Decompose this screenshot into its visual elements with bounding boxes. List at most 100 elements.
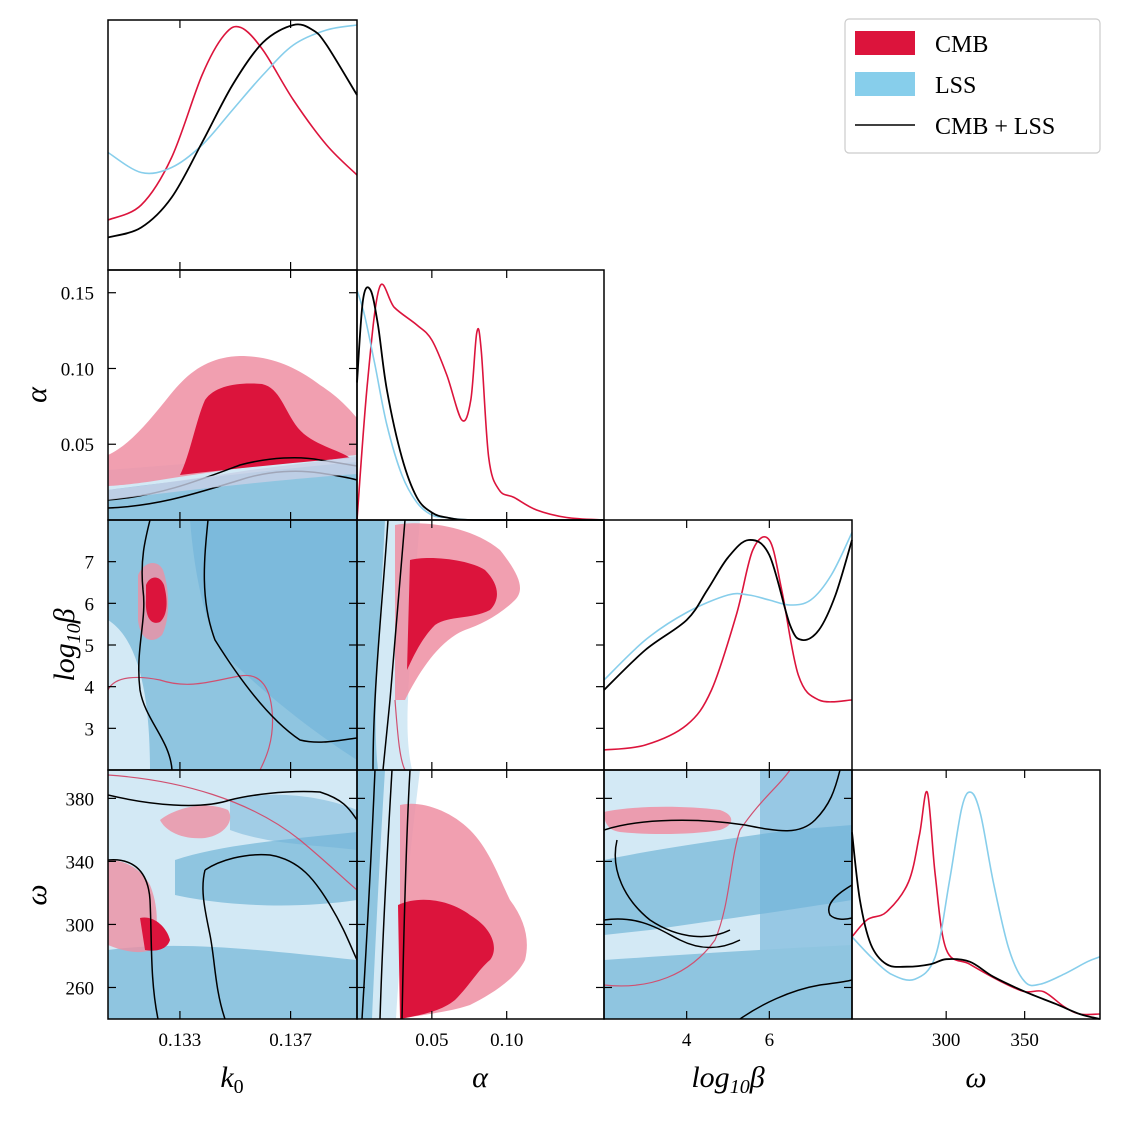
marginal-curve-cmb-lss (356, 286, 605, 522)
panel-k0-beta (108, 520, 357, 770)
y-log10beta-label-sub: 10 (63, 623, 85, 643)
x-tick-label-alpha: 0.10 (490, 1030, 523, 1051)
contour-cmb-inner (140, 917, 170, 951)
marginal-omega (851, 790, 1101, 1020)
marginal-curve-lss (603, 532, 853, 681)
frame-marginal-omega (851, 769, 1101, 1020)
contour-joint-outer (372, 520, 389, 770)
k0-label-base: k (220, 1061, 234, 1094)
contour-joint-corner (828, 884, 852, 920)
legend-label-joint: CMB + LSS (935, 114, 1055, 140)
y-axis-title-log10beta: log10β (48, 608, 85, 681)
y-axis-title-alpha: α (20, 386, 53, 403)
contour-lss-inner-c (230, 794, 357, 850)
marginal-curve-cmb-lss (851, 832, 1101, 1020)
contour-lss-inner-c (604, 945, 852, 1019)
contour-joint-inner-a (108, 859, 159, 1019)
contour-joint-lower (739, 979, 852, 1019)
contour-lss-inner (357, 520, 385, 770)
marginal-curve-cmb-lss (603, 539, 853, 691)
y-tick-label-omega: 260 (66, 978, 95, 999)
marginal-curve-cmb (356, 283, 605, 521)
contour-cmb-inner (398, 899, 494, 1019)
legend-swatch-lss (855, 72, 915, 96)
y-tick-label-alpha: 0.05 (61, 435, 94, 456)
contour-joint-inner (604, 918, 741, 949)
y-tick-label-omega: 300 (66, 915, 95, 936)
contour-joint-outer-a (604, 770, 841, 832)
marginal-curve-cmb (107, 25, 358, 221)
log10beta-label-tail: β (749, 1061, 765, 1094)
contour-joint-inner (382, 520, 406, 770)
y-tick-label-log10beta: 4 (85, 678, 95, 699)
contour-cmb-inner (407, 558, 497, 670)
contour-lss-inner (357, 770, 385, 1019)
k0-label-sub: 0 (234, 1076, 244, 1098)
x-tick-label-omega: 300 (932, 1030, 961, 1051)
y-tick-label-omega: 380 (66, 789, 95, 810)
x-axis-title-omega: ω (965, 1061, 986, 1094)
contour-joint-outer (138, 520, 173, 770)
axis-ticks: 0.133 0.137 0.05 0.10 4 6 300 3500.050.100.1534… (61, 20, 1039, 1051)
y-tick-label-log10beta: 7 (85, 553, 95, 574)
legend-label-cmb: CMB (935, 32, 988, 58)
y-log10beta-label-base: log (48, 643, 81, 681)
contour-cmb-inner-blob (145, 577, 167, 623)
y-log10beta-label-tail: β (48, 608, 81, 624)
y-tick-label-alpha: 0.10 (61, 359, 94, 380)
y-tick-label-alpha: 0.15 (61, 284, 94, 305)
contour-joint-inner-b (401, 770, 411, 1019)
y-tick-label-log10beta: 3 (85, 719, 95, 740)
contour-joint-outer-b (614, 839, 731, 938)
x-axis-title-log10beta: log10β (691, 1061, 764, 1098)
log10beta-label-sub: 10 (730, 1076, 750, 1098)
x-tick-label-alpha: 0.05 (415, 1030, 448, 1051)
log10beta-label-base: log (691, 1061, 729, 1094)
x-tick-label-k0: 0.133 (159, 1030, 202, 1051)
marginal-curve-lss (851, 791, 1101, 987)
x-axis-title-alpha: α (472, 1061, 489, 1094)
contour-joint-outer (361, 770, 376, 1019)
contour-joint-inner (203, 520, 357, 743)
x-tick-label-omega: 350 (1010, 1030, 1039, 1051)
legend-swatch-cmb (855, 31, 915, 55)
contour-cmb-outer-line (394, 699, 406, 770)
marginal-k0 (107, 23, 358, 239)
panel-k0-alpha (108, 356, 357, 520)
contour-cmb-lss-overlap (108, 456, 357, 500)
x-tick-label-log10beta: 4 (682, 1030, 692, 1051)
contour-joint-inner-c (202, 869, 226, 1019)
contour-cmb-inner (180, 383, 350, 475)
panel-alpha-omega (357, 770, 527, 1019)
contour-joint-outer (108, 790, 357, 821)
marginal-curve-lss (356, 289, 605, 521)
marginal-alpha (356, 283, 605, 522)
marginal-curve-lss (107, 24, 358, 175)
marginal-curve-cmb (851, 790, 1101, 1016)
marginal-curve-cmb (603, 536, 853, 751)
axis-titles: k0 α log10β ω α log10β ω (20, 386, 987, 1098)
y-tick-label-omega: 340 (66, 852, 95, 873)
contour-lss-inner-b (108, 945, 357, 1019)
contour-cmb-outer-line (108, 774, 357, 891)
y-axis-title-omega: ω (20, 884, 53, 905)
panel-k0-omega (108, 770, 357, 1019)
contour-lss-inner-b (190, 520, 357, 760)
legend: CMB LSS CMB + LSS (844, 18, 1101, 154)
y-tick-label-log10beta: 6 (85, 594, 95, 615)
x-tick-label-log10beta: 6 (765, 1030, 775, 1051)
x-tick-label-k0: 0.137 (269, 1030, 312, 1051)
contour-joint-inner-a (379, 770, 393, 1019)
contour-cmb-outer-line (604, 770, 791, 987)
marginal-log10beta (603, 532, 853, 751)
marginal-curve-cmb-lss (107, 23, 358, 239)
x-axis-title-k0: k0 (220, 1061, 243, 1098)
legend-label-lss: LSS (935, 73, 976, 99)
panel-beta-omega (604, 770, 852, 1019)
contour-cmb-outer-b (160, 805, 231, 839)
contour-joint-inner-b (204, 853, 357, 961)
panel-alpha-beta (357, 520, 520, 770)
frame-marginal-k0 (107, 19, 358, 271)
